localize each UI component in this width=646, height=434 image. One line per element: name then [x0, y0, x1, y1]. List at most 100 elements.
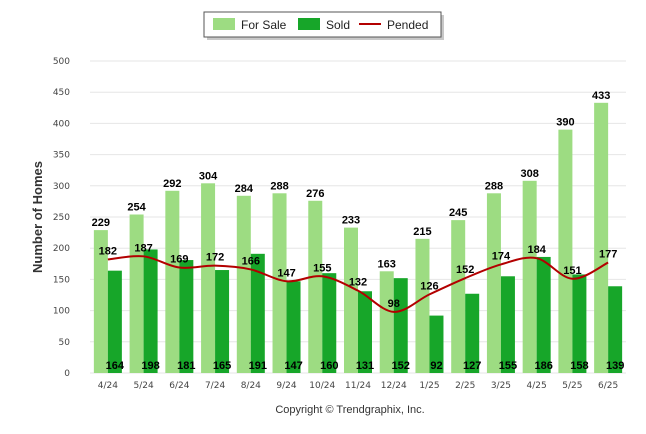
data-label-pended: 177: [599, 249, 617, 261]
bar-for-sale: [344, 227, 358, 373]
data-label-for-sale: 276: [306, 188, 324, 200]
data-label-sold: 158: [570, 360, 588, 372]
x-tick-label: 4/25: [527, 381, 547, 391]
x-tick-label: 4/24: [98, 381, 118, 391]
bar-for-sale: [165, 190, 180, 373]
data-label-pended: 147: [277, 267, 295, 279]
data-label-for-sale: 215: [413, 226, 431, 238]
data-label-for-sale: 308: [520, 168, 538, 180]
bar-for-sale: [451, 220, 466, 373]
data-label-sold: 160: [320, 360, 338, 372]
bar-for-sale: [522, 180, 537, 373]
bars: [93, 102, 623, 374]
bar-sold: [143, 249, 158, 373]
y-tick-label: 450: [53, 88, 70, 98]
x-tick-label: 10/24: [309, 381, 335, 391]
data-label-sold: 164: [106, 360, 125, 372]
data-label-pended: 174: [492, 250, 511, 262]
data-label-for-sale: 288: [485, 180, 503, 192]
bar-sold: [286, 281, 301, 373]
bar-sold: [393, 278, 408, 373]
legend-box: [203, 11, 442, 38]
data-label-for-sale: 233: [342, 215, 360, 227]
bar-sold: [179, 260, 194, 373]
x-tick-label: 1/25: [419, 381, 439, 391]
legend-label-for-sale: For Sale: [241, 18, 287, 32]
bar-sold: [465, 293, 480, 373]
data-label-pended: 169: [170, 254, 188, 266]
x-tick-label: 9/24: [276, 381, 296, 391]
bar-sold: [572, 274, 587, 373]
data-label-for-sale: 292: [163, 178, 181, 190]
legend-label-sold: Sold: [326, 18, 350, 32]
data-labels: 229 164 254 198 292 181 304 165 284 191 288 147 276 1…: [92, 90, 625, 372]
x-tick-label: 11/24: [345, 381, 371, 391]
y-tick-label: 50: [59, 338, 71, 348]
bar-sold: [107, 270, 122, 373]
x-tick-label: 3/25: [491, 381, 511, 391]
bar-sold: [322, 273, 337, 373]
data-label-for-sale: 288: [270, 180, 288, 192]
x-tick-label: 6/24: [169, 381, 189, 391]
legend-swatch-sold: [298, 18, 320, 30]
x-tick-label: 12/24: [381, 381, 407, 391]
bar-for-sale: [129, 214, 144, 373]
bar-sold: [250, 253, 265, 373]
data-label-pended: 182: [99, 245, 117, 257]
bar-for-sale: [201, 183, 216, 373]
bar-for-sale: [486, 193, 501, 373]
data-label-for-sale: 433: [592, 90, 610, 102]
bar-for-sale: [594, 102, 609, 374]
data-label-pended: 184: [527, 244, 546, 256]
pended-line-layer: [107, 255, 609, 313]
data-label-for-sale: 254: [127, 202, 146, 214]
x-tick-label: 8/24: [241, 381, 261, 391]
bar-sold: [429, 315, 444, 373]
data-label-sold: 181: [177, 360, 195, 372]
bar-sold: [536, 256, 551, 373]
bar-sold: [215, 270, 230, 373]
y-tick-label: 350: [53, 151, 70, 161]
data-label-sold: 152: [392, 360, 410, 372]
copyright-footer: Copyright © Trendgraphix, Inc.: [275, 404, 424, 416]
bar-sold: [358, 291, 372, 373]
data-label-sold: 139: [606, 360, 624, 372]
x-tick-label: 7/24: [205, 381, 225, 391]
data-label-for-sale: 284: [235, 183, 254, 195]
data-label-for-sale: 390: [556, 117, 574, 129]
data-label-sold: 186: [534, 360, 552, 372]
x-tick-label: 6/25: [598, 381, 618, 391]
data-label-sold: 147: [284, 360, 302, 372]
x-tick-label: 2/25: [455, 381, 475, 391]
y-tick-label: 100: [53, 307, 70, 317]
bar-for-sale: [308, 200, 323, 373]
data-label-pended: 172: [206, 252, 224, 264]
x-tick-label: 5/24: [133, 381, 153, 391]
data-label-for-sale: 163: [378, 258, 396, 270]
bar-sold: [500, 276, 515, 373]
bar-for-sale: [379, 271, 394, 373]
y-axis-title: Number of Homes: [30, 161, 45, 273]
data-label-sold: 155: [499, 360, 517, 372]
pended-line: [107, 255, 609, 313]
data-label-pended: 98: [388, 298, 400, 310]
bar-for-sale: [93, 230, 108, 373]
data-label-sold: 191: [249, 360, 267, 372]
data-label-sold: 165: [213, 360, 231, 372]
data-label-for-sale: 304: [199, 170, 218, 182]
bar-sold: [608, 286, 623, 373]
data-label-pended: 152: [456, 264, 474, 276]
y-tick-label: 200: [53, 244, 70, 254]
bar-for-sale: [272, 193, 287, 373]
data-label-sold: 198: [141, 360, 159, 372]
data-label-pended: 187: [134, 242, 152, 254]
data-label-pended: 151: [563, 265, 581, 277]
legend: For Sale Sold Pended: [203, 11, 444, 40]
y-tick-label: 400: [53, 119, 70, 129]
data-label-pended: 126: [420, 280, 438, 292]
legend-swatch-for-sale: [213, 18, 235, 30]
y-tick-label: 500: [53, 57, 70, 67]
bar-for-sale: [415, 238, 430, 373]
bar-for-sale: [236, 195, 251, 373]
data-label-sold: 127: [463, 360, 481, 372]
